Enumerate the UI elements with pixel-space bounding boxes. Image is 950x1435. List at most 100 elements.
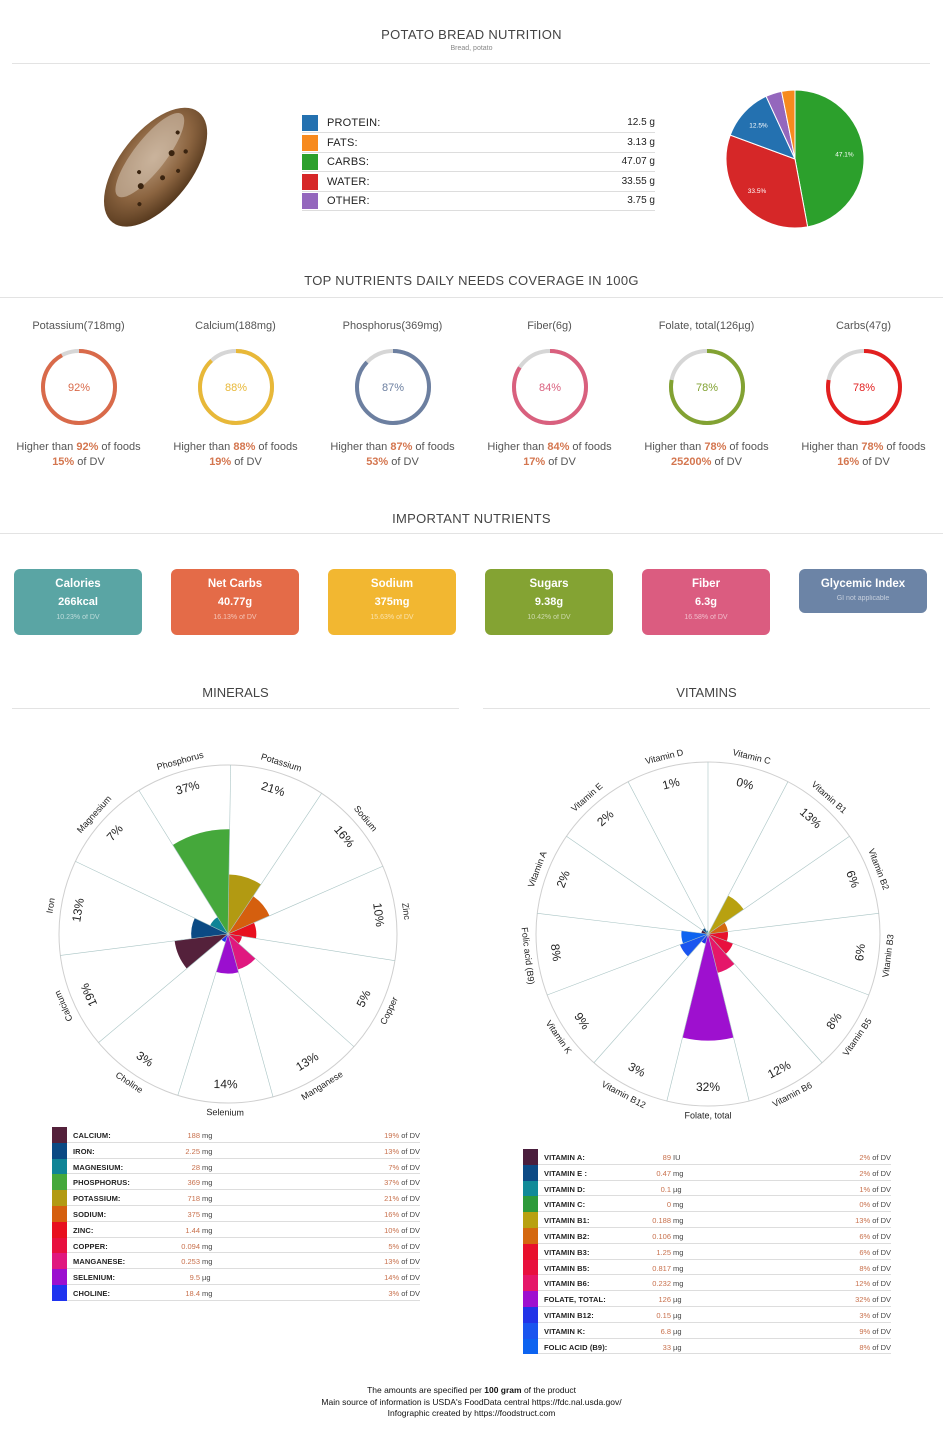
row-name: VITAMIN C: — [544, 1200, 586, 1210]
polar-wedge — [228, 922, 257, 939]
table-row: ZINC: 1.44 mg 10% of DV — [52, 1221, 420, 1238]
polar-category-label: Vitamin B3 — [880, 934, 895, 978]
polar-category-label: Folic acid (B9) — [520, 927, 537, 985]
polar-category-label: Iron — [44, 897, 56, 914]
table-row: SELENIUM: 9.5 µg 14% of DV — [52, 1269, 420, 1285]
row-swatch — [523, 1243, 538, 1260]
macro-value: 47.07 g — [621, 156, 655, 167]
row-amount: 0.817 — [652, 1263, 671, 1273]
row-dv-suffix: of DV — [870, 1200, 891, 1210]
row-amount: 2.25 — [185, 1146, 200, 1156]
row-dv-percent: 6% — [859, 1247, 871, 1257]
macro-swatch — [302, 134, 318, 151]
card-dv: 15.63% of DV — [370, 614, 414, 621]
table-row: FOLATE, TOTAL: 126 µg 32% of DV — [523, 1291, 891, 1307]
row-swatch — [523, 1149, 538, 1165]
row-swatch — [523, 1227, 538, 1244]
coverage-nutrient-name: Potassium(718mg) — [32, 320, 125, 332]
row-amount: 375 — [187, 1209, 200, 1219]
coverage-gauge: 84% — [511, 349, 588, 425]
polar-wedge — [708, 895, 744, 934]
coverage-text: Higher than 84% of foods 17% of DV — [471, 440, 628, 470]
row-dv-suffix: of DV — [399, 1178, 420, 1188]
polar-wedge — [191, 918, 228, 939]
polar-spoke — [75, 861, 229, 935]
coverage-higher-suffix: of foods — [726, 441, 769, 453]
row-dv-suffix: of DV — [399, 1146, 420, 1156]
nutrient-card: Glycemic Index GI not applicable — [799, 569, 927, 613]
row-unit: µg — [673, 1326, 682, 1336]
row-unit: µg — [673, 1184, 682, 1194]
table-row: VITAMIN E : 0.47 mg 2% of DV — [523, 1164, 891, 1181]
polar-wedge — [172, 829, 230, 934]
nutrient-card: Calories 266kcal 10.23% of DV — [14, 569, 142, 635]
card-name: Glycemic Index — [820, 578, 906, 590]
coverage-text: Higher than 88% of foods 19% of DV — [157, 440, 314, 470]
coverage-higher-value: 78% — [861, 441, 884, 453]
nutrient-card: Sodium 375mg 15.63% of DV — [328, 569, 456, 635]
coverage-nutrient-name: Carbs(47g) — [835, 320, 892, 332]
coverage-higher-value: 92% — [76, 441, 99, 453]
page-subtitle: Bread, potato — [450, 45, 493, 52]
row-amount: 369 — [187, 1178, 200, 1188]
row-amount: 0.106 — [652, 1231, 671, 1241]
polar-wedge — [682, 934, 734, 1041]
polar-spoke — [60, 933, 229, 956]
polar-spoke — [666, 933, 709, 1102]
row-dv-percent: 0% — [859, 1200, 871, 1210]
row-amount: 89 — [662, 1153, 671, 1162]
row-dv: 12% of DV — [855, 1279, 891, 1288]
row-dv-percent: 13% — [384, 1146, 400, 1156]
row-dv: 13% of DV — [384, 1147, 420, 1156]
coverage-higher-suffix: of foods — [412, 441, 455, 453]
row-dv-percent: 19% — [384, 1131, 400, 1140]
nutrient-card: Sugars 9.38g 10.42% of DV — [485, 569, 613, 635]
polar-category-label: Vitamin C — [732, 747, 773, 766]
row-amount: 0.232 — [652, 1279, 671, 1289]
row-dv-percent: 13% — [855, 1216, 871, 1226]
row-swatch — [52, 1190, 67, 1206]
polar-spoke — [98, 933, 229, 1043]
row-name: VITAMIN A: — [544, 1153, 585, 1162]
row-dv-percent: 7% — [388, 1162, 400, 1172]
table-row: VITAMIN B2: 0.106 mg 6% of DV — [523, 1227, 891, 1244]
gauge-fill — [354, 349, 431, 425]
polar-spoke — [537, 912, 709, 935]
row-swatch — [523, 1338, 538, 1355]
table-row: VITAMIN B3: 1.25 mg 6% of DV — [523, 1243, 891, 1260]
coverage-dv-value: 53% — [366, 456, 389, 468]
card-dv: 16.58% of DV — [684, 614, 728, 621]
row-dv-suffix: of DV — [870, 1279, 891, 1289]
gauge-fill — [197, 349, 274, 425]
card-value: 375mg — [374, 596, 410, 608]
card-name: Sodium — [370, 578, 414, 590]
macro-swatch — [302, 173, 318, 190]
gauge-percent: 78% — [695, 382, 717, 394]
table-row: MANGANESE: 0.253 mg 13% of DV — [52, 1253, 420, 1270]
coverage-item: Folate, total(126µg) 78% Higher than 78% o… — [628, 318, 785, 470]
table-row: MAGNESIUM: 28 mg 7% of DV — [52, 1158, 420, 1175]
row-dv: 9% of DV — [859, 1327, 891, 1336]
row-name: COPPER: — [73, 1241, 108, 1251]
coverage-item: Carbs(47g) 78% Higher than 78% of foods 16%… — [785, 318, 942, 470]
polar-value-label: 8% — [548, 943, 564, 962]
coverage-nutrient-name: Phosphorus(369mg) — [342, 320, 443, 332]
row-name: VITAMIN K: — [544, 1326, 586, 1336]
coverage-text: Higher than 78% of foods 16% of DV — [785, 440, 942, 470]
row-amount: 0 — [666, 1200, 671, 1210]
polar-wedge — [708, 934, 733, 954]
table-row: VITAMIN B5: 0.817 mg 8% of DV — [523, 1259, 891, 1276]
coverage-dv-suffix: of DV — [231, 456, 262, 468]
row-dv-percent: 1% — [859, 1184, 871, 1194]
row-swatch — [52, 1237, 67, 1254]
table-row: VITAMIN B12: 0.15 µg 3% of DV — [523, 1306, 891, 1323]
table-row: COPPER: 0.094 mg 5% of DV — [52, 1237, 420, 1254]
card-name: Fiber — [691, 578, 721, 590]
row-unit: µg — [673, 1295, 682, 1305]
row-swatch — [523, 1291, 538, 1307]
polar-spoke — [707, 912, 879, 935]
row-unit: IU — [673, 1153, 681, 1162]
macro-value: 3.75 g — [627, 195, 655, 206]
row-dv-suffix: of DV — [870, 1184, 891, 1194]
row-unit: mg — [202, 1257, 213, 1267]
